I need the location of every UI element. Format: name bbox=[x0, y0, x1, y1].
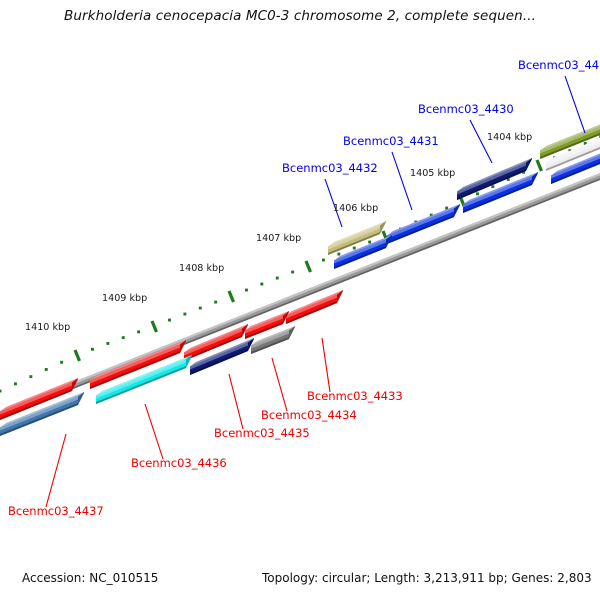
gene-label-bcenmc03_4436[interactable]: Bcenmc03_4436 bbox=[131, 456, 227, 470]
gene-feature-box[interactable] bbox=[387, 204, 460, 244]
gene-feature-box[interactable] bbox=[190, 338, 254, 375]
gene-label-bcenmc03_4433[interactable]: Bcenmc03_4433 bbox=[307, 389, 403, 403]
ruler-tick-label: 1407 kbp bbox=[256, 233, 301, 244]
gene-label-leader-line bbox=[391, 151, 413, 211]
gene-label-leader-line bbox=[271, 357, 288, 412]
sequence-stats-text: Topology: circular; Length: 3,213,911 bp… bbox=[262, 571, 592, 585]
gene-feature-box[interactable] bbox=[286, 290, 343, 324]
gene-label-leader-line bbox=[228, 373, 244, 430]
gene-label-leader-line bbox=[469, 119, 493, 164]
gene-label-bcenmc03_4431[interactable]: Bcenmc03_4431 bbox=[343, 134, 439, 148]
gene-label-leader-line bbox=[564, 75, 586, 134]
ruler-labels-layer: 1404 kbp 1405 kbp 1406 kbp 1407 kbp 1408 kbp… bbox=[25, 132, 532, 333]
gene-label-leader-line bbox=[45, 433, 67, 508]
gene-feature-box[interactable] bbox=[245, 311, 289, 339]
gene-label-bcenmc03_4434[interactable]: Bcenmc03_4434 bbox=[261, 408, 357, 422]
gene-feature-box[interactable] bbox=[328, 221, 386, 255]
ruler-tick-label: 1404 kbp bbox=[487, 132, 532, 143]
ruler-tick-label: 1405 kbp bbox=[410, 168, 455, 179]
page-title: Burkholderia cenocepacia MC0-3 chromosom… bbox=[63, 8, 537, 24]
accession-text: Accession: NC_010515 bbox=[22, 571, 159, 585]
gene-label-leader-line bbox=[321, 337, 331, 393]
gene-feature-box[interactable] bbox=[90, 340, 186, 389]
gene-label-leader-line bbox=[324, 178, 343, 228]
gene-feature-box[interactable] bbox=[96, 355, 192, 404]
gene-label-bcenmc03_4429[interactable]: Bcenmc03_4429 bbox=[518, 58, 600, 72]
gene-feature-box[interactable] bbox=[540, 122, 600, 159]
ruler-tick-label: 1408 kbp bbox=[179, 263, 224, 274]
gene-label-bcenmc03_4437[interactable]: Bcenmc03_4437 bbox=[8, 504, 104, 518]
gene-feature-box[interactable] bbox=[463, 172, 538, 213]
gene-feature-box[interactable] bbox=[184, 324, 248, 361]
gene-feature-box[interactable] bbox=[0, 378, 78, 420]
ruler-tick-label: 1410 kbp bbox=[25, 322, 70, 333]
gene-feature-box[interactable] bbox=[251, 326, 295, 354]
gene-feature-box[interactable] bbox=[546, 136, 600, 171]
gene-features-layer bbox=[0, 122, 600, 436]
ruler-tick-marks bbox=[0, 134, 600, 393]
gene-feature-box[interactable] bbox=[334, 235, 392, 269]
ruler-tick-label: 1409 kbp bbox=[102, 293, 147, 304]
gene-label-bcenmc03_4430[interactable]: Bcenmc03_4430 bbox=[418, 102, 514, 116]
gene-feature-box[interactable] bbox=[551, 151, 600, 184]
gene-labels-layer: Bcenmc03_4429 Bcenmc03_4430 Bcenmc03_4431 B… bbox=[8, 58, 600, 518]
gene-feature-box[interactable] bbox=[457, 158, 532, 200]
gene-label-bcenmc03_4435[interactable]: Bcenmc03_4435 bbox=[214, 426, 310, 440]
label-leader-lines bbox=[45, 75, 586, 508]
gene-label-bcenmc03_4432[interactable]: Bcenmc03_4432 bbox=[282, 161, 378, 175]
ruler-tick-label: 1406 kbp bbox=[333, 203, 378, 214]
gene-feature-box[interactable] bbox=[0, 392, 84, 436]
gene-label-leader-line bbox=[144, 403, 164, 460]
